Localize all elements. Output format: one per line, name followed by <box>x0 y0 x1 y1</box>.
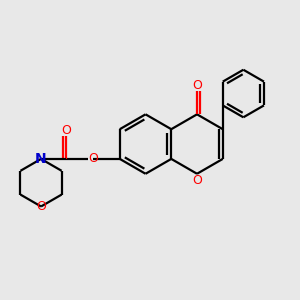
Text: O: O <box>88 152 98 165</box>
Text: O: O <box>36 200 46 213</box>
Text: O: O <box>192 174 202 187</box>
Text: N: N <box>35 152 47 166</box>
Text: O: O <box>192 79 202 92</box>
Text: O: O <box>61 124 71 137</box>
